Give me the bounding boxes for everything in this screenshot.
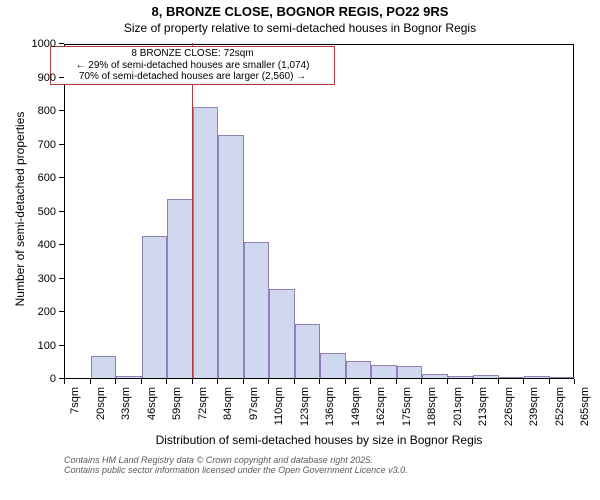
attribution-footer: Contains HM Land Registry data © Crown c… <box>64 455 408 475</box>
histogram-bar <box>422 374 448 378</box>
annotation-line: 70% of semi-detached houses are larger (… <box>53 71 333 83</box>
y-tick-mark <box>59 278 64 279</box>
y-tick-label: 1000 <box>16 38 56 50</box>
x-tick-label: 252sqm <box>554 387 566 427</box>
x-tick-label: 72sqm <box>197 387 209 427</box>
histogram-bar <box>499 377 525 378</box>
x-tick-mark <box>345 379 346 384</box>
x-tick-mark <box>370 379 371 384</box>
histogram-bar <box>142 236 168 378</box>
histogram-bar <box>244 242 270 378</box>
y-tick-label: 100 <box>16 340 56 352</box>
x-tick-label: 149sqm <box>350 387 362 427</box>
histogram-bar <box>193 107 219 378</box>
x-tick-mark <box>549 379 550 384</box>
chart-title: 8, BRONZE CLOSE, BOGNOR REGIS, PO22 9RS <box>0 0 600 19</box>
histogram-bar <box>167 199 193 378</box>
x-tick-label: 239sqm <box>528 387 540 427</box>
x-tick-label: 226sqm <box>503 387 515 427</box>
x-tick-mark <box>498 379 499 384</box>
x-tick-mark <box>243 379 244 384</box>
x-tick-mark <box>523 379 524 384</box>
x-tick-label: 213sqm <box>477 387 489 427</box>
annotation-line: 8 BRONZE CLOSE: 72sqm <box>53 48 333 60</box>
x-tick-mark <box>115 379 116 384</box>
y-tick-label: 600 <box>16 172 56 184</box>
y-tick-mark <box>59 311 64 312</box>
x-tick-label: 33sqm <box>120 387 132 427</box>
x-tick-label: 20sqm <box>95 387 107 427</box>
y-tick-mark <box>59 345 64 346</box>
x-tick-label: 7sqm <box>69 387 81 427</box>
y-tick-label: 200 <box>16 306 56 318</box>
x-tick-mark <box>421 379 422 384</box>
y-tick-label: 800 <box>16 105 56 117</box>
y-tick-label: 500 <box>16 206 56 218</box>
x-tick-label: 84sqm <box>222 387 234 427</box>
y-tick-label: 0 <box>16 373 56 385</box>
x-tick-label: 201sqm <box>452 387 464 427</box>
histogram-bar <box>448 376 474 378</box>
annotation-line: ← 29% of semi-detached houses are smalle… <box>53 60 333 72</box>
x-tick-label: 188sqm <box>426 387 438 427</box>
x-tick-label: 136sqm <box>324 387 336 427</box>
y-tick-label: 900 <box>16 72 56 84</box>
x-tick-label: 110sqm <box>273 387 285 427</box>
x-tick-label: 59sqm <box>171 387 183 427</box>
x-tick-label: 175sqm <box>401 387 413 427</box>
x-tick-mark <box>472 379 473 384</box>
y-tick-label: 300 <box>16 273 56 285</box>
plot-area: 8 BRONZE CLOSE: 72sqm← 29% of semi-detac… <box>64 44 574 379</box>
histogram-bar <box>320 353 346 378</box>
x-tick-label: 265sqm <box>579 387 591 427</box>
x-tick-mark <box>396 379 397 384</box>
y-tick-mark <box>59 144 64 145</box>
x-tick-mark <box>574 379 575 384</box>
x-tick-mark <box>192 379 193 384</box>
histogram-bar <box>346 361 372 378</box>
y-tick-mark <box>59 77 64 78</box>
histogram-bar <box>116 376 142 378</box>
x-tick-mark <box>268 379 269 384</box>
x-tick-mark <box>294 379 295 384</box>
y-tick-label: 700 <box>16 139 56 151</box>
chart-subtitle: Size of property relative to semi-detach… <box>0 21 600 35</box>
histogram-bar <box>295 324 321 378</box>
property-marker-line <box>192 43 194 378</box>
histogram-bar <box>397 366 423 378</box>
x-tick-mark <box>166 379 167 384</box>
x-tick-label: 123sqm <box>299 387 311 427</box>
histogram-bar <box>524 376 550 378</box>
figure: 8, BRONZE CLOSE, BOGNOR REGIS, PO22 9RS … <box>0 0 600 500</box>
annotation-box: 8 BRONZE CLOSE: 72sqm← 29% of semi-detac… <box>50 46 336 85</box>
y-tick-mark <box>59 43 64 44</box>
x-tick-label: 162sqm <box>375 387 387 427</box>
footer-line: Contains HM Land Registry data © Crown c… <box>64 455 408 465</box>
x-tick-mark <box>319 379 320 384</box>
histogram-bar <box>473 375 499 378</box>
x-tick-mark <box>217 379 218 384</box>
x-tick-label: 97sqm <box>248 387 260 427</box>
x-tick-mark <box>64 379 65 384</box>
y-tick-mark <box>59 244 64 245</box>
histogram-bar <box>550 377 576 378</box>
x-axis-label: Distribution of semi-detached houses by … <box>64 433 574 447</box>
histogram-bar <box>218 135 244 378</box>
x-tick-label: 46sqm <box>146 387 158 427</box>
x-tick-mark <box>447 379 448 384</box>
x-tick-mark <box>141 379 142 384</box>
y-tick-mark <box>59 211 64 212</box>
histogram-bar <box>371 365 397 378</box>
footer-line: Contains public sector information licen… <box>64 465 408 475</box>
y-tick-label: 400 <box>16 239 56 251</box>
x-tick-mark <box>90 379 91 384</box>
y-tick-mark <box>59 177 64 178</box>
histogram-bar <box>269 289 295 378</box>
histogram-bar <box>91 356 117 378</box>
y-tick-mark <box>59 110 64 111</box>
